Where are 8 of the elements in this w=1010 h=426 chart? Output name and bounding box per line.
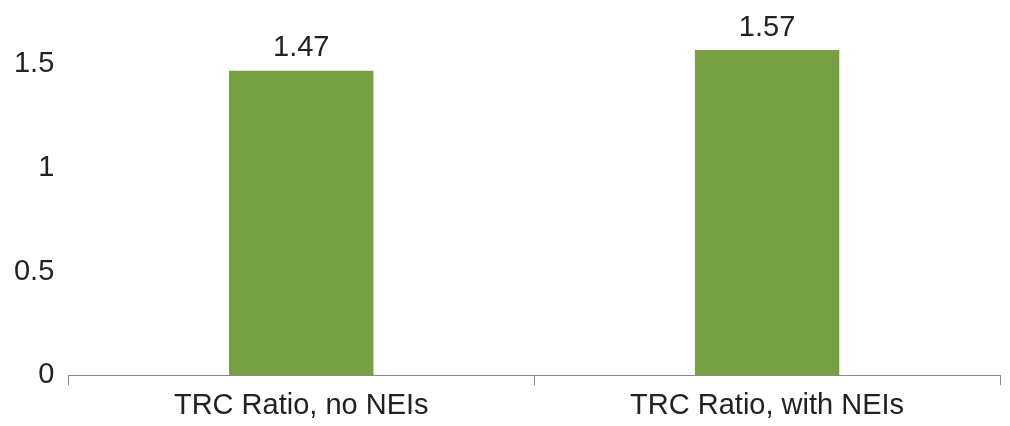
x-tick-label: TRC Ratio, no NEIs — [173, 387, 429, 420]
y-tick-label: 1.5 — [13, 46, 55, 79]
y-tick-label: 1 — [38, 150, 55, 183]
y-tick-label: 0 — [38, 357, 55, 390]
x-tick-label: TRC Ratio, with NEIs — [630, 387, 905, 420]
y-tick-label: 0.5 — [13, 253, 55, 286]
data-label: 1.47 — [273, 30, 330, 63]
data-label: 1.57 — [738, 9, 796, 42]
